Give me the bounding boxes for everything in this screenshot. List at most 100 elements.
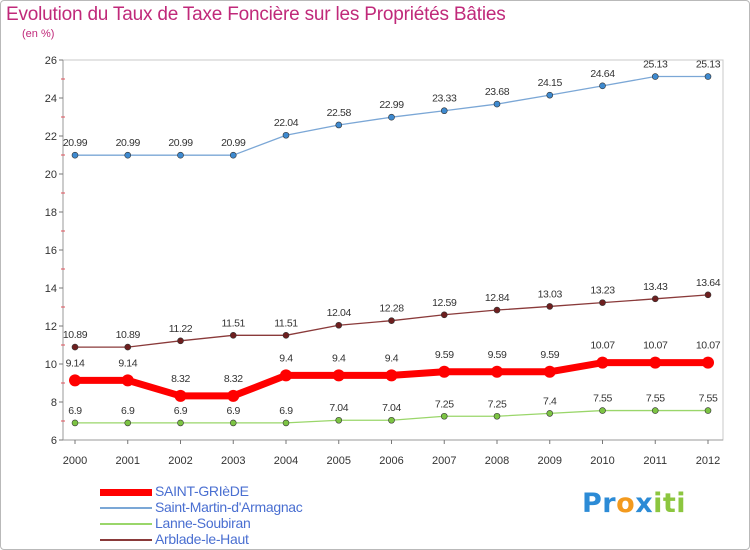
data-point [71,151,79,159]
x-tick-label: 2001 [116,455,140,467]
brand-letter: x [635,488,654,519]
data-point [177,337,184,345]
data-point [493,306,501,314]
data-point [704,407,712,414]
data-label: 7.25 [435,398,454,410]
data-point [651,295,659,303]
y-tick-label: 20 [45,169,57,181]
data-label: 6.9 [227,405,241,417]
y-tick-label: 26 [45,55,57,67]
data-point [282,332,290,339]
data-point [124,151,132,159]
data-label: 9.4 [332,352,346,364]
data-point [177,419,184,427]
data-label: 24.64 [590,68,615,80]
data-label: 20.99 [221,137,246,149]
data-point [440,311,448,319]
data-label: 22.04 [274,117,299,129]
data-point [71,343,79,351]
data-point [335,121,343,129]
x-tick-label: 2012 [696,455,720,467]
data-point [546,410,554,417]
data-point [546,303,554,310]
data-point [493,100,501,108]
data-label: 7.04 [382,402,401,414]
data-point [388,416,395,424]
data-point [438,365,451,378]
x-tick-label: 2004 [274,455,298,467]
data-label: 13.43 [643,281,668,293]
data-point [491,365,503,378]
data-point [704,291,712,299]
data-point [177,151,184,159]
x-tick-label: 2008 [485,455,509,467]
data-label: 7.25 [488,398,507,410]
data-label: 11.51 [274,317,298,329]
y-tick-label: 8 [51,397,57,409]
data-label: 13.64 [696,277,721,289]
data-point [335,416,343,424]
chart-data-labels: 9.14 9.14 8.32 8.32 9.4 9.4 9.4 9.59 9.59 9.59 10.… [63,59,721,417]
data-point [388,317,395,324]
data-point [440,107,448,115]
data-label: 8.32 [224,373,243,385]
data-label: 22.58 [327,107,352,119]
data-label: 9.4 [385,352,399,364]
chart-axes: 6 8 10 12 14 16 18 20 22 24 26 2000 2001 2002 2003 2004… [45,55,724,467]
x-tick-label: 2000 [63,455,87,467]
brand-letter: t [662,488,677,519]
brand-letter: i [676,488,687,519]
data-point [704,73,712,80]
data-label: 12.28 [379,303,404,315]
data-label: 12.84 [485,292,510,304]
data-point [651,407,659,414]
data-point [280,369,292,382]
legend-label: SAINT-GRIèDE [155,483,249,499]
data-point [69,374,81,387]
data-label: 13.03 [538,288,563,300]
data-label: 12.04 [327,307,352,319]
y-tick-label: 22 [45,131,57,143]
data-point [599,82,606,90]
data-label: 23.68 [485,86,510,98]
x-tick-label: 2006 [379,455,403,467]
data-point [282,131,290,139]
brand-letter: P [582,488,603,519]
data-label: 20.99 [168,137,193,149]
data-label: 7.55 [699,393,718,405]
data-label: 9.14 [66,357,85,369]
data-label: 9.14 [118,357,137,369]
x-tick-label: 2005 [327,455,351,467]
data-point [649,356,662,369]
data-point [124,419,132,427]
data-label: 10.07 [643,340,668,352]
data-label: 10.07 [590,340,615,352]
data-point [124,343,132,351]
data-label: 25.13 [643,59,668,71]
y-tick-label: 10 [45,359,57,371]
y-tick-label: 18 [45,207,57,219]
data-label: 22.99 [379,99,404,111]
data-label: 6.9 [279,405,293,417]
data-label: 7.04 [329,402,348,414]
data-point [71,419,79,427]
x-tick-label: 2009 [538,455,562,467]
data-label: 7.55 [593,393,612,405]
data-label: 23.33 [432,93,457,105]
data-label: 12.59 [432,297,457,309]
data-label: 6.9 [121,405,135,417]
data-point [440,412,448,420]
chart-subtitle: (en %) [22,28,55,40]
data-label: 6.9 [68,405,82,417]
data-label: 10.07 [696,340,721,352]
y-tick-label: 14 [45,283,57,295]
data-point [385,369,398,382]
data-point [702,356,714,369]
data-point [543,365,556,378]
data-point [388,113,395,121]
data-label: 10.89 [63,329,88,341]
legend-label: Saint-Martin-d'Armagnac [155,499,303,515]
data-label: 20.99 [116,137,141,149]
legend-label: Lanne-Soubiran [155,515,251,531]
data-point [174,389,187,402]
